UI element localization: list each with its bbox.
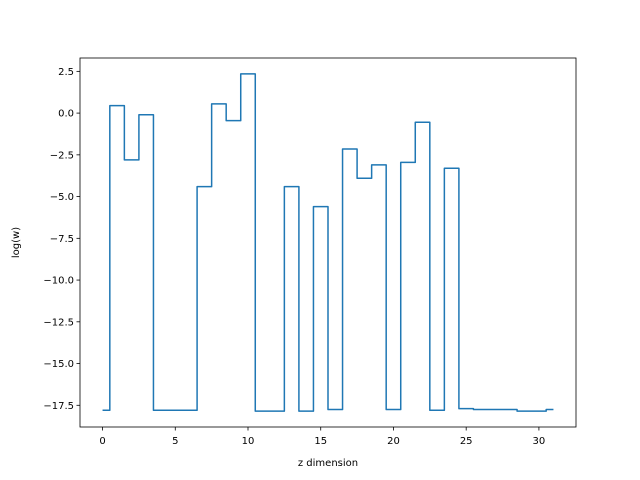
x-tick-label: 15 [314,436,327,447]
x-tick-label: 30 [533,436,546,447]
y-tick-label: −15.0 [43,359,74,370]
y-axis-label: log(w) [11,227,22,258]
x-tick-label: 10 [242,436,255,447]
series-line [102,73,554,412]
y-tick-label: −7.5 [50,234,74,245]
y-tick-label: −10.0 [43,276,74,287]
x-axis: 0 5 10 15 20 25 30 [99,427,545,447]
y-tick-label: 0.0 [58,109,74,120]
y-tick-label: −12.5 [43,317,74,328]
x-tick-label: 20 [387,436,400,447]
y-axis: 2.5 0.0 −2.5 −5.0 −7.5 −10.0 −12.5 −15.0 −17.5 [43,67,80,412]
x-axis-label: z dimension [298,458,358,469]
y-tick-label: −5.0 [50,192,74,203]
x-tick-label: 0 [99,436,105,447]
plot-area [102,73,554,412]
y-tick-label: −2.5 [50,150,74,161]
axes-frame [79,57,577,428]
y-tick-label: 2.5 [58,67,74,78]
x-tick-label: 25 [460,436,473,447]
y-tick-label: −17.5 [43,401,74,412]
x-tick-label: 5 [172,436,178,447]
